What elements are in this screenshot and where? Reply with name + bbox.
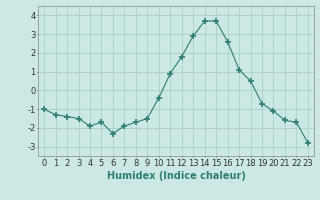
X-axis label: Humidex (Indice chaleur): Humidex (Indice chaleur): [107, 171, 245, 181]
